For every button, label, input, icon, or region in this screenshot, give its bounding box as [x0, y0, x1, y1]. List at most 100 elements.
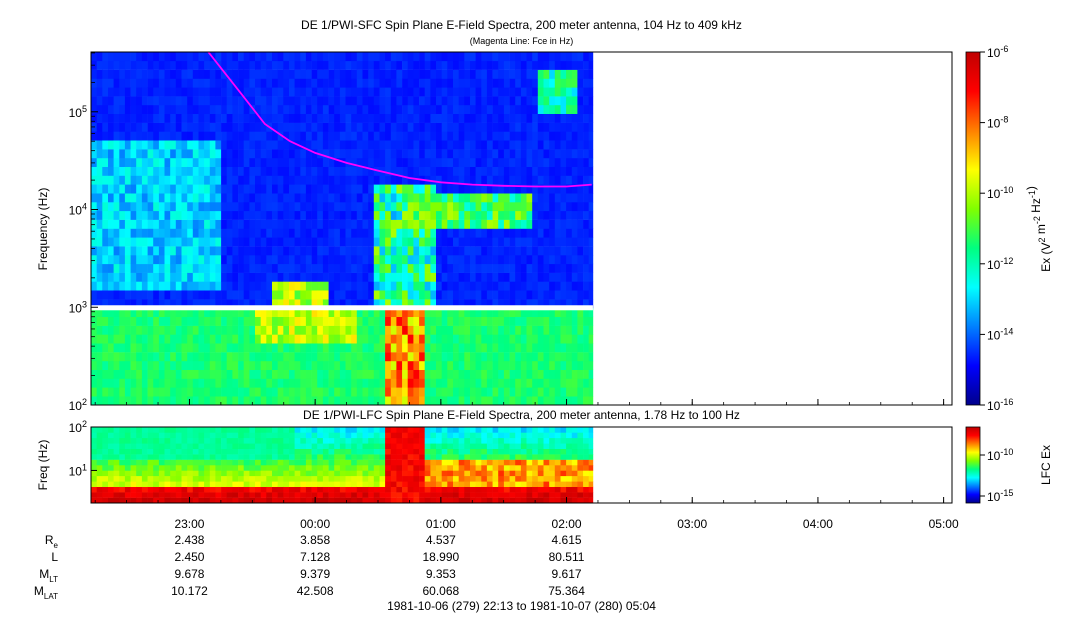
- sfc-cell: [532, 352, 539, 362]
- sfc-cell: [464, 202, 471, 212]
- sfc-cell: [153, 228, 160, 238]
- sfc-cell: [130, 255, 137, 265]
- sfc-cell: [243, 104, 250, 114]
- sfc-cell: [498, 352, 505, 362]
- sfc-cell: [136, 104, 143, 114]
- lfc-cell: [294, 459, 301, 466]
- sfc-cell: [475, 290, 482, 300]
- sfc-cell: [266, 307, 273, 317]
- sfc-cell: [181, 334, 188, 344]
- sfc-cell: [300, 378, 307, 388]
- sfc-cell: [424, 290, 431, 300]
- sfc-cell: [577, 316, 584, 326]
- sfc-cell: [481, 352, 488, 362]
- sfc-cell: [430, 352, 437, 362]
- lfc-cell: [356, 459, 363, 466]
- sfc-cell: [464, 113, 471, 123]
- sfc-cell: [486, 140, 493, 150]
- sfc-cell: [424, 281, 431, 291]
- sfc-cell: [164, 96, 171, 106]
- sfc-cell: [532, 369, 539, 379]
- sfc-cell: [232, 307, 239, 317]
- sfc-cell: [458, 210, 465, 220]
- sfc-cell: [464, 78, 471, 88]
- sfc-cell: [339, 104, 346, 114]
- sfc-cell: [164, 263, 171, 273]
- sfc-cell: [102, 396, 109, 405]
- sfc-cell: [266, 272, 273, 282]
- lfc-cell: [272, 481, 278, 487]
- sfc-cell: [328, 387, 335, 397]
- sfc-cell: [537, 69, 544, 79]
- lfc-cell: [96, 432, 103, 439]
- sfc-cell: [153, 246, 160, 256]
- sfc-cell: [204, 263, 211, 273]
- lfc-cell: [243, 465, 250, 471]
- sfc-cell: [289, 157, 295, 167]
- sfc-cell: [560, 184, 567, 194]
- sfc-cell: [164, 193, 171, 203]
- sfc-cell: [255, 290, 261, 300]
- lfc-cell: [458, 492, 465, 498]
- sfc-cell: [503, 104, 510, 114]
- sfc-cell: [458, 272, 465, 282]
- sfc-cell: [204, 157, 211, 167]
- lfc-cell: [339, 437, 346, 444]
- sfc-cell: [402, 219, 409, 229]
- sfc-cell: [441, 228, 448, 238]
- sfc-cell: [407, 263, 414, 273]
- sfc-cell: [385, 219, 392, 229]
- lfc-cell: [424, 465, 431, 471]
- sfc-cell: [464, 246, 471, 256]
- sfc-cell: [334, 131, 341, 141]
- lfc-cell: [503, 443, 510, 449]
- lfc-cell: [583, 465, 590, 471]
- lfc-cell: [147, 497, 154, 503]
- lfc-cell: [153, 475, 160, 482]
- sfc-cell: [373, 210, 380, 220]
- sfc-cell: [249, 228, 256, 238]
- sfc-cell: [419, 343, 426, 353]
- sfc-cell: [119, 113, 126, 123]
- sfc-cell: [402, 166, 409, 176]
- sfc-cell: [566, 78, 573, 88]
- sfc-cell: [526, 378, 533, 388]
- sfc-cell: [136, 255, 143, 265]
- sfc-cell: [373, 307, 380, 317]
- sfc-cell: [294, 60, 301, 70]
- sfc-cell: [492, 78, 499, 88]
- lfc-cell: [537, 432, 544, 439]
- sfc-cell: [571, 113, 578, 123]
- sfc-cell: [396, 360, 403, 370]
- lfc-cell: [554, 432, 561, 439]
- sfc-cell: [543, 396, 550, 405]
- lfc-cell: [124, 486, 131, 493]
- sfc-cell: [554, 360, 561, 370]
- sfc-cell: [124, 184, 131, 194]
- sfc-cell: [413, 396, 420, 405]
- sfc-cell: [119, 60, 126, 70]
- lfc-cell: [187, 465, 194, 471]
- lfc-cell: [486, 475, 493, 482]
- sfc-cell: [147, 96, 154, 106]
- sfc-cell: [537, 246, 544, 256]
- sfc-cell: [232, 219, 239, 229]
- sfc-cell: [300, 307, 307, 317]
- sfc-cell: [379, 78, 386, 88]
- sfc-cell: [407, 60, 414, 70]
- sfc-cell: [175, 387, 182, 397]
- lfc-cell: [91, 443, 97, 449]
- lfc-cell: [170, 465, 177, 471]
- sfc-cell: [181, 228, 188, 238]
- sfc-cell: [96, 255, 103, 265]
- sfc-cell: [266, 334, 273, 344]
- lfc-cell: [113, 481, 120, 487]
- sfc-cell: [339, 184, 346, 194]
- lfc-cell: [583, 470, 590, 477]
- lfc-cell: [430, 454, 437, 460]
- sfc-cell: [187, 343, 194, 353]
- lfc-cell: [147, 470, 154, 477]
- lfc-cell: [351, 427, 358, 433]
- lfc-cell: [238, 443, 245, 449]
- lfc-cell: [362, 448, 369, 455]
